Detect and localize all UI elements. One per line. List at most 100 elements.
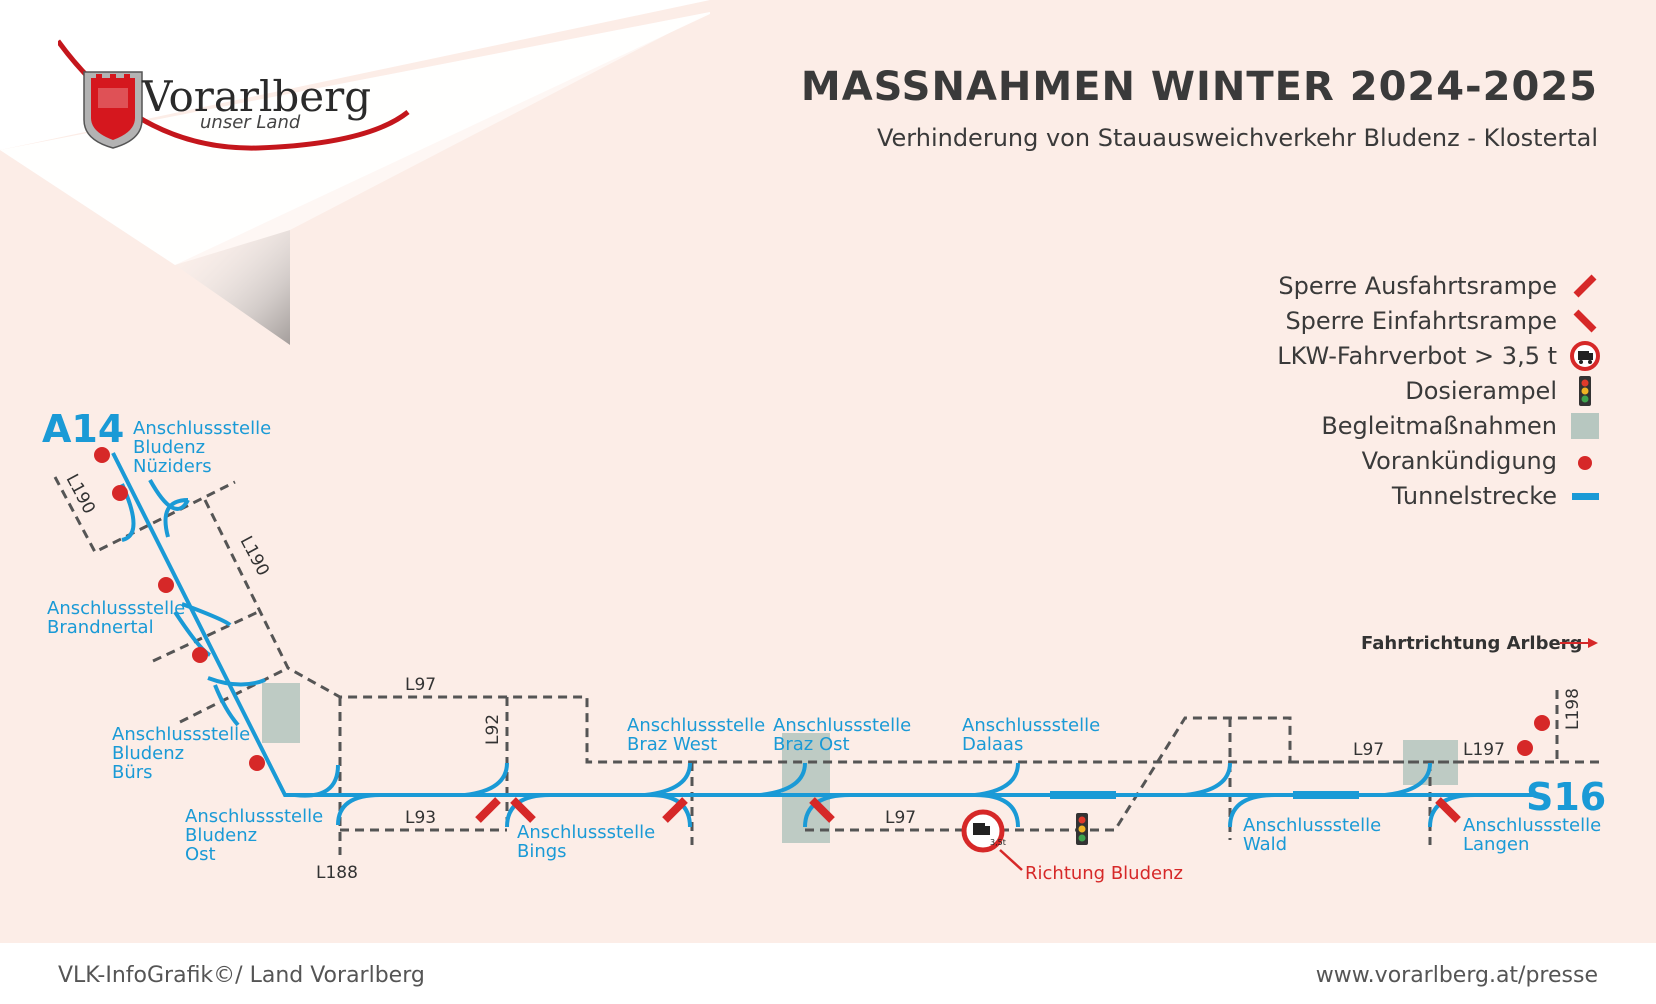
road-label-l93: L93 [405, 808, 436, 828]
legend-item-truck-ban: LKW-Fahrverbot > 3,5 t [1277, 338, 1601, 373]
legend-label: Sperre Ausfahrtsrampe [1278, 271, 1557, 300]
highway-label-a14: A14 [42, 407, 124, 451]
entry-ramp-closure-bings [510, 797, 536, 823]
junction-label-bings-line1: Anschlussstelle [517, 822, 655, 843]
legend-item-traffic-light: Dosierampel [1277, 373, 1601, 408]
entry-ramp-closure-braz-ost [809, 797, 835, 823]
junction-label-bings-line2: Bings [517, 841, 567, 862]
junction-label-brandnertal-line1: Anschlussstelle [47, 598, 185, 619]
junction-label-langen-line2: Langen [1463, 834, 1529, 855]
vorarlberg-logo [58, 36, 418, 166]
junction-label-braz-west-line2: Braz West [627, 734, 717, 755]
interchange-brandnertal [173, 602, 232, 657]
tunnels [1050, 791, 1359, 799]
legend-label: Sperre Einfahrtsrampe [1285, 306, 1557, 335]
road-label-l190-west: L190 [62, 471, 99, 517]
junction-label-wald-line2: Wald [1243, 834, 1287, 855]
footer-url: www.vorarlberg.at/presse [1315, 963, 1598, 988]
junction-label-buers-line1: Anschlussstelle [112, 724, 250, 745]
legend-item-accompanying-measures: Begleitmaßnahmen [1277, 408, 1601, 443]
road-label-l188: L188 [316, 863, 358, 883]
traffic-light-icon [1569, 375, 1601, 407]
page-subtitle: Verhinderung von Stauausweichverkehr Blu… [876, 124, 1598, 152]
truck-ban-sign-text: 3,5t [990, 838, 1006, 847]
highway-label-s16: S16 [1526, 775, 1606, 819]
legend-item-exit-ramp-closure: Sperre Ausfahrtsrampe [1277, 268, 1601, 303]
road-label-l198: L198 [1563, 688, 1583, 730]
legend-label: Begleitmaßnahmen [1321, 411, 1557, 440]
direction-label: Fahrtrichtung Arlberg [1361, 633, 1582, 654]
junction-label-dalaas-line2: Dalaas [962, 734, 1023, 755]
highway-mainline [111, 452, 1540, 797]
advance-notice-dot [249, 755, 265, 771]
junction-label-ost-line2: Bludenz [185, 825, 257, 846]
legend-label: Dosierampel [1405, 376, 1557, 405]
junction-label-dalaas-line1: Anschlussstelle [962, 715, 1100, 736]
logo-tagline: unser Land [200, 112, 301, 133]
entry-ramp-closure-langen [1435, 797, 1461, 823]
footer-credit: VLK-InfoGrafik©/ Land Vorarlberg [58, 963, 425, 988]
road-label-l197: L197 [1463, 740, 1505, 760]
junction-label-ost-line1: Anschlussstelle [185, 806, 323, 827]
road-label-l97-west: L97 [405, 675, 436, 695]
tunnel-segment [1050, 791, 1116, 799]
legend: Sperre Ausfahrtsrampe Sperre Einfahrtsra… [1277, 268, 1601, 513]
ramp-closures [475, 797, 1461, 823]
advance-notice-dot [192, 647, 208, 663]
legend-item-tunnel: Tunnelstrecke [1277, 478, 1601, 513]
road-label-l97-east: L97 [1353, 740, 1384, 760]
logo-wordmark: Vorarlberg [142, 72, 372, 121]
exit-ramp-closure-bings [475, 797, 501, 823]
junction-label-langen-line1: Anschlussstelle [1463, 815, 1601, 836]
advance-notice-dot-icon [1569, 445, 1601, 477]
junction-label-nueziders-line1: Anschlussstelle [133, 418, 271, 439]
local-roads [53, 476, 1600, 855]
exit-ramp-closure-braz-west [662, 797, 688, 823]
junction-label-wald-line1: Anschlussstelle [1243, 815, 1381, 836]
local-road-l97-dalaas [805, 716, 1292, 832]
legend-label: LKW-Fahrverbot > 3,5 t [1277, 341, 1557, 370]
truck-ban-pointer [999, 849, 1023, 871]
junction-label-brandnertal-line2: Brandnertal [47, 617, 154, 638]
tunnel-segment [1293, 791, 1359, 799]
arrow-right-icon [1560, 638, 1598, 648]
junction-label-nueziders-line2: Bludenz [133, 437, 205, 458]
interchange-wald [1184, 762, 1276, 828]
accompanying-area-buers [262, 683, 300, 743]
page-title: MASSNAHMEN WINTER 2024-2025 [800, 64, 1598, 110]
junction-label-nueziders-line3: Nüziders [133, 456, 212, 477]
legend-label: Vorankündigung [1361, 446, 1557, 475]
advance-notice-dot [1534, 715, 1550, 731]
legend-item-entry-ramp-closure: Sperre Einfahrtsrampe [1277, 303, 1601, 338]
interchange-ost [294, 764, 381, 826]
background-wedge [0, 0, 710, 345]
vorarlberg-coat-of-arms-icon [83, 71, 143, 149]
advance-notice-dot [112, 485, 128, 501]
truck-ban-direction-note: Richtung Bludenz [1025, 863, 1183, 884]
local-road-l97-l190 [203, 499, 1510, 764]
legend-label: Tunnelstrecke [1391, 481, 1557, 510]
exit-ramp-closure-icon [1569, 270, 1601, 302]
local-road-brandnertal [152, 610, 259, 663]
accompanying-measures-icon [1569, 410, 1601, 442]
interchange-dalaas [974, 762, 1020, 828]
highway-route [111, 452, 1540, 828]
entry-ramp-closure-icon [1569, 305, 1601, 337]
tunnel-segment-icon [1569, 480, 1601, 512]
advance-notices [94, 447, 1550, 771]
advance-notice-dot [94, 447, 110, 463]
footer: VLK-InfoGrafik©/ Land Vorarlberg www.vor… [0, 943, 1656, 1004]
junction-label-buers-line2: Bludenz [112, 743, 184, 764]
interchange-buers [207, 676, 266, 727]
junction-label-braz-ost-line2: Braz Ost [773, 734, 850, 755]
truck-ban-icon [1569, 340, 1601, 372]
legend-item-advance-notice: Vorankündigung [1277, 443, 1601, 478]
advance-notice-dot [1517, 740, 1533, 756]
advance-notice-dot [158, 577, 174, 593]
road-label-l97-middle: L97 [885, 808, 916, 828]
junction-label-braz-west-line1: Anschlussstelle [627, 715, 765, 736]
road-label-l92: L92 [483, 714, 503, 745]
truck-ban-sign: 3,5t [961, 809, 1006, 853]
route-map: 3,5t A14 S16 Anschlussstelle Bludenz Nüz… [42, 407, 1606, 884]
